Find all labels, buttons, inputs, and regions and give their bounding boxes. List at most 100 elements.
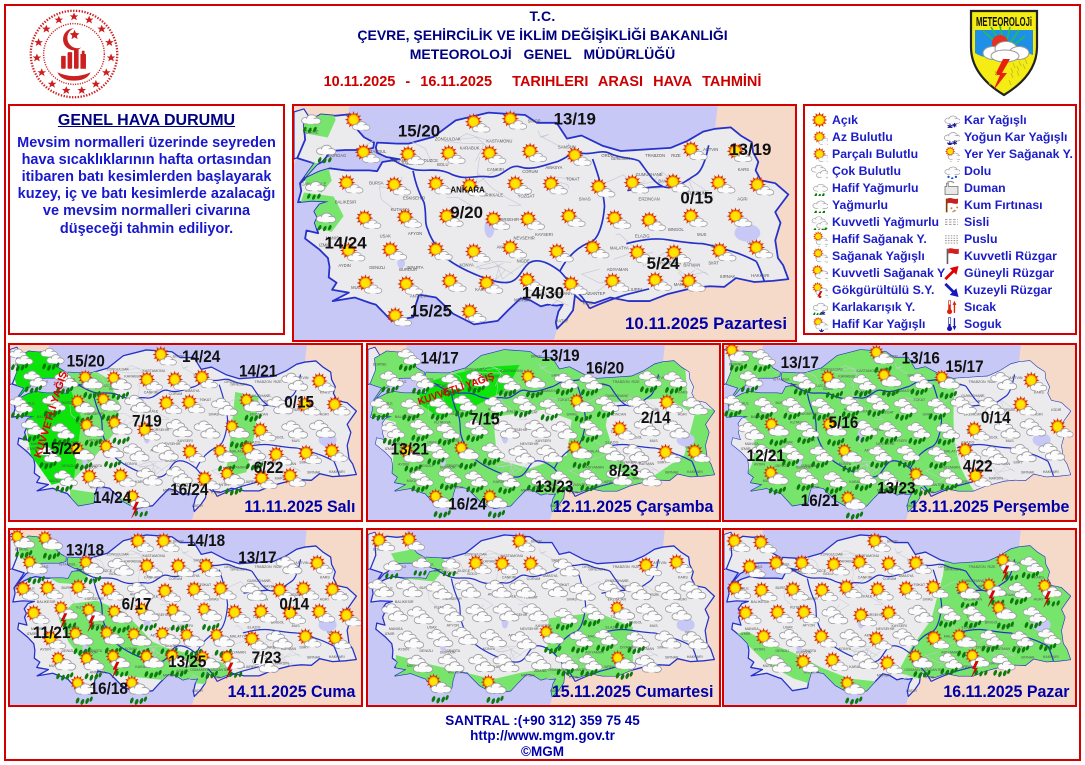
svg-text:MERSIN: MERSIN bbox=[514, 298, 530, 303]
svg-text:ESKISEHIR: ESKISEHIR bbox=[403, 195, 425, 200]
svg-text:HAKKARI: HAKKARI bbox=[1043, 655, 1059, 659]
svg-text:EDIRNE: EDIRNE bbox=[373, 363, 387, 367]
svg-text:KUTAHYA: KUTAHYA bbox=[790, 421, 807, 425]
svg-text:ADIYAMAN: ADIYAMAN bbox=[941, 465, 960, 469]
svg-text:HAKKARI: HAKKARI bbox=[751, 273, 769, 278]
svg-text:EDIRNE: EDIRNE bbox=[15, 363, 29, 367]
svg-text:SINOP: SINOP bbox=[531, 354, 543, 358]
svg-text:RIZE: RIZE bbox=[273, 380, 282, 384]
svg-text:11.11.2025 Salı: 11.11.2025 Salı bbox=[244, 498, 355, 516]
svg-text:MANISA: MANISA bbox=[389, 442, 403, 446]
svg-text:BATMAN: BATMAN bbox=[639, 647, 654, 651]
svg-text:MANISA: MANISA bbox=[31, 442, 45, 446]
svg-text:ESKISEHIR: ESKISEHIR bbox=[84, 412, 104, 416]
svg-text:14/17: 14/17 bbox=[420, 350, 458, 367]
svg-text:SIIRT: SIIRT bbox=[299, 645, 309, 649]
svg-text:RIZE: RIZE bbox=[987, 565, 996, 569]
svg-text:10.11.2025 Pazartesi: 10.11.2025 Pazartesi bbox=[625, 314, 787, 333]
svg-text:USAK: USAK bbox=[783, 440, 793, 444]
svg-text:MARDIN: MARDIN bbox=[989, 661, 1004, 665]
svg-text:SINOP: SINOP bbox=[887, 539, 899, 543]
svg-text:ISPARTA: ISPARTA bbox=[407, 265, 424, 270]
svg-text:KARS: KARS bbox=[1034, 390, 1044, 394]
svg-text:MALATYA: MALATYA bbox=[230, 634, 247, 638]
svg-text:GUMUSHANE: GUMUSHANE bbox=[636, 172, 663, 177]
svg-text:SAMSUN: SAMSUN bbox=[558, 144, 576, 149]
svg-text:CORUM: CORUM bbox=[169, 577, 183, 581]
svg-text:KAYSERI: KAYSERI bbox=[891, 624, 906, 628]
svg-text:IGDIR: IGDIR bbox=[1051, 408, 1061, 412]
svg-text:ANTALYA: ANTALYA bbox=[410, 294, 428, 299]
svg-text:12.11.2025 Çarşamba: 12.11.2025 Çarşamba bbox=[553, 498, 715, 516]
svg-text:AFYON: AFYON bbox=[89, 623, 102, 627]
svg-text:MUS: MUS bbox=[650, 439, 659, 443]
svg-text:AMASYA: AMASYA bbox=[543, 574, 558, 578]
svg-text:ELAZIG: ELAZIG bbox=[635, 234, 650, 239]
svg-text:BINGOL: BINGOL bbox=[271, 620, 285, 624]
svg-text:KARS: KARS bbox=[738, 167, 750, 172]
svg-text:BURDUR: BURDUR bbox=[796, 650, 812, 654]
svg-text:ADANA: ADANA bbox=[176, 484, 189, 488]
svg-text:BALIKESIR: BALIKESIR bbox=[37, 600, 56, 604]
svg-text:ADIYAMAN: ADIYAMAN bbox=[227, 465, 246, 469]
svg-text:TOKAT: TOKAT bbox=[199, 398, 211, 402]
svg-text:ADANA: ADANA bbox=[533, 292, 548, 297]
svg-text:MUS: MUS bbox=[697, 232, 706, 237]
svg-text:SIRNAK: SIRNAK bbox=[1021, 656, 1035, 660]
svg-text:NEVSEHIR: NEVSEHIR bbox=[520, 442, 539, 446]
svg-text:GUMUSHANE: GUMUSHANE bbox=[605, 579, 629, 583]
svg-text:MALATYA: MALATYA bbox=[944, 449, 961, 453]
svg-text:SAMSUN: SAMSUN bbox=[193, 559, 209, 563]
svg-text:KARABUK: KARABUK bbox=[482, 374, 500, 378]
svg-text:GUMUSHANE: GUMUSHANE bbox=[961, 394, 985, 398]
svg-text:6/22: 6/22 bbox=[254, 460, 284, 477]
svg-text:HATAY: HATAY bbox=[906, 504, 918, 508]
svg-text:AFYON: AFYON bbox=[447, 623, 460, 627]
svg-text:14/24: 14/24 bbox=[93, 490, 131, 507]
svg-text:KARAMAN: KARAMAN bbox=[849, 665, 867, 669]
svg-text:ANTALYA: ANTALYA bbox=[90, 485, 106, 489]
svg-text:GAZIANTEP: GAZIANTEP bbox=[924, 483, 945, 487]
svg-text:SANLIURFA: SANLIURFA bbox=[236, 665, 257, 669]
svg-text:AGRI: AGRI bbox=[320, 413, 329, 417]
svg-text:ADANA: ADANA bbox=[534, 484, 547, 488]
svg-text:BOLU: BOLU bbox=[823, 387, 833, 391]
svg-text:GAZIANTEP: GAZIANTEP bbox=[582, 291, 606, 296]
svg-text:MUS: MUS bbox=[650, 624, 659, 628]
svg-text:ORDU: ORDU bbox=[938, 565, 949, 569]
svg-text:MUS: MUS bbox=[1006, 439, 1015, 443]
svg-text:15/25: 15/25 bbox=[410, 301, 452, 320]
svg-text:13/25: 13/25 bbox=[168, 653, 206, 670]
svg-text:HATAY: HATAY bbox=[192, 689, 204, 693]
svg-text:SINOP: SINOP bbox=[887, 354, 899, 358]
svg-text:DENIZLI: DENIZLI bbox=[369, 265, 385, 270]
svg-text:ARTVIN: ARTVIN bbox=[653, 561, 666, 565]
svg-text:ELAZIG: ELAZIG bbox=[248, 625, 261, 629]
svg-text:BINGOL: BINGOL bbox=[271, 435, 285, 439]
svg-text:DUZCE: DUZCE bbox=[100, 569, 113, 573]
svg-text:HATAY: HATAY bbox=[906, 689, 918, 693]
svg-text:ZONGULDAK: ZONGULDAK bbox=[435, 136, 461, 141]
svg-text:4/22: 4/22 bbox=[963, 458, 993, 475]
svg-text:IZMIR: IZMIR bbox=[27, 447, 37, 451]
svg-text:TEKIRDAG: TEKIRDAG bbox=[325, 153, 346, 158]
svg-text:15/20: 15/20 bbox=[398, 122, 440, 141]
svg-text:15/17: 15/17 bbox=[945, 359, 983, 376]
svg-text:BOLU: BOLU bbox=[467, 572, 477, 576]
svg-text:BURSA: BURSA bbox=[775, 586, 788, 590]
svg-text:GAZIANTEP: GAZIANTEP bbox=[568, 668, 589, 672]
svg-text:BURDUR: BURDUR bbox=[82, 465, 98, 469]
svg-text:SIVAS: SIVAS bbox=[208, 413, 219, 417]
svg-text:NEVSEHIR: NEVSEHIR bbox=[514, 236, 535, 241]
svg-text:KARS: KARS bbox=[320, 390, 330, 394]
svg-text:YOZGAT: YOZGAT bbox=[879, 410, 894, 414]
svg-text:IZMIR: IZMIR bbox=[319, 243, 330, 248]
svg-text:KASTAMONU: KASTAMONU bbox=[501, 369, 524, 373]
svg-text:EDIRNE: EDIRNE bbox=[303, 130, 319, 135]
svg-text:KIRIKKALE: KIRIKKALE bbox=[854, 410, 873, 414]
svg-text:13/21: 13/21 bbox=[391, 441, 429, 458]
svg-text:9/20: 9/20 bbox=[450, 203, 483, 222]
svg-text:BINGOL: BINGOL bbox=[668, 227, 684, 232]
svg-text:DIYARBAKIR: DIYARBAKIR bbox=[262, 460, 284, 464]
svg-text:KARABUK: KARABUK bbox=[124, 374, 142, 378]
